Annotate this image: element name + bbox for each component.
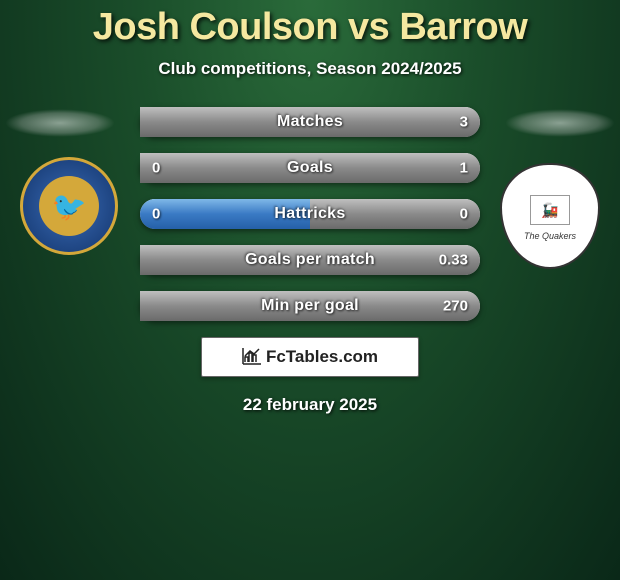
crest-right-text: The Quakers bbox=[524, 231, 576, 241]
stat-row-matches: Matches 3 bbox=[140, 107, 480, 137]
content-area: 🐦 🚂 The Quakers Matches 3 0 Goals 1 0 Ha… bbox=[0, 107, 620, 415]
stat-label: Goals per match bbox=[245, 251, 375, 269]
shadow-left bbox=[5, 109, 115, 137]
stat-right-value: 3 bbox=[460, 114, 468, 131]
stat-label: Matches bbox=[277, 113, 343, 131]
brand-box[interactable]: FcTables.com bbox=[201, 337, 419, 377]
chart-icon bbox=[242, 347, 262, 368]
date-text: 22 february 2025 bbox=[0, 395, 620, 415]
crest-left-bird-icon: 🐦 bbox=[39, 176, 99, 236]
crest-right-train-icon: 🚂 bbox=[530, 195, 570, 225]
stat-row-gpm: Goals per match 0.33 bbox=[140, 245, 480, 275]
shadow-right bbox=[505, 109, 615, 137]
stat-right-value: 0 bbox=[460, 206, 468, 223]
stats-list: Matches 3 0 Goals 1 0 Hattricks 0 Goals … bbox=[140, 107, 480, 321]
stat-left-value: 0 bbox=[152, 206, 160, 223]
stat-row-goals: 0 Goals 1 bbox=[140, 153, 480, 183]
stat-left-value: 0 bbox=[152, 160, 160, 177]
stat-right-value: 270 bbox=[443, 298, 468, 315]
brand-text: FcTables.com bbox=[242, 347, 378, 368]
stat-row-mpg: Min per goal 270 bbox=[140, 291, 480, 321]
brand-label: FcTables.com bbox=[266, 347, 378, 367]
stat-row-hattricks: 0 Hattricks 0 bbox=[140, 199, 480, 229]
crest-right: 🚂 The Quakers bbox=[500, 163, 600, 269]
stat-label: Min per goal bbox=[261, 297, 359, 315]
subtitle: Club competitions, Season 2024/2025 bbox=[0, 59, 620, 79]
crest-left: 🐦 bbox=[20, 157, 118, 255]
page-title: Josh Coulson vs Barrow bbox=[0, 0, 620, 49]
stat-right-value: 1 bbox=[460, 160, 468, 177]
stat-label: Goals bbox=[287, 159, 333, 177]
stat-label: Hattricks bbox=[274, 205, 345, 223]
stat-right-value: 0.33 bbox=[439, 252, 468, 269]
